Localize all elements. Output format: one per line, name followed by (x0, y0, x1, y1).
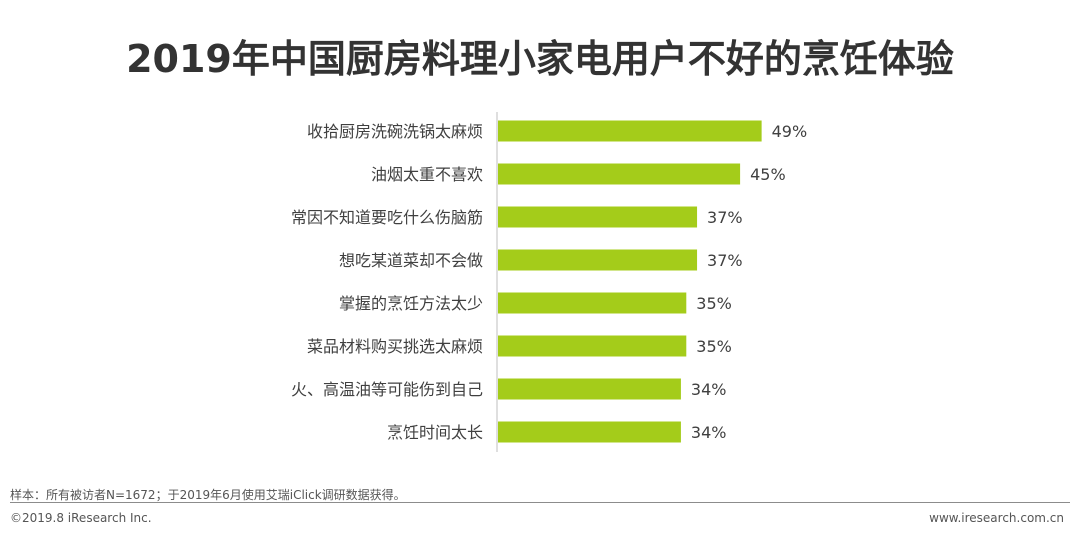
category-label: 油烟太重不喜欢 (371, 165, 483, 184)
value-label: 35% (696, 294, 732, 313)
value-label: 35% (696, 337, 732, 356)
category-label: 常因不知道要吃什么伤脑筋 (291, 208, 483, 227)
footer-divider (10, 502, 1070, 503)
bar (498, 163, 741, 185)
bar (498, 206, 698, 228)
category-label: 菜品材料购买挑选太麻烦 (307, 337, 483, 356)
value-label: 45% (750, 165, 786, 184)
copyright-text: ©2019.8 iResearch Inc. (10, 511, 152, 525)
value-label: 37% (707, 208, 743, 227)
bar (498, 378, 681, 400)
value-label: 34% (691, 380, 727, 399)
category-label: 想吃某道菜却不会做 (339, 251, 483, 270)
website-link[interactable]: www.iresearch.com.cn (929, 511, 1064, 525)
category-label: 掌握的烹饪方法太少 (339, 294, 483, 313)
category-label: 火、高温油等可能伤到自己 (291, 380, 483, 399)
category-label: 烹饪时间太长 (387, 423, 483, 442)
bar (498, 292, 687, 314)
chart-title: 2019年中国厨房料理小家电用户不好的烹饪体验 (126, 37, 954, 81)
bar (498, 249, 698, 271)
category-label: 收拾厨房洗碗洗锅太麻烦 (307, 122, 483, 141)
value-label: 34% (691, 423, 727, 442)
bar (498, 421, 681, 443)
value-label: 37% (707, 251, 743, 270)
value-label: 49% (772, 122, 808, 141)
bar (498, 120, 762, 142)
bar (498, 335, 687, 357)
sample-note: 样本：所有被访者N=1672；于2019年6月使用艾瑞iClick调研数据获得。 (10, 488, 406, 502)
bar-chart: 收拾厨房洗碗洗锅太麻烦 49% 油烟太重不喜欢 45% 常因不知道要吃什么伤脑筋 37% 想… (291, 112, 808, 452)
